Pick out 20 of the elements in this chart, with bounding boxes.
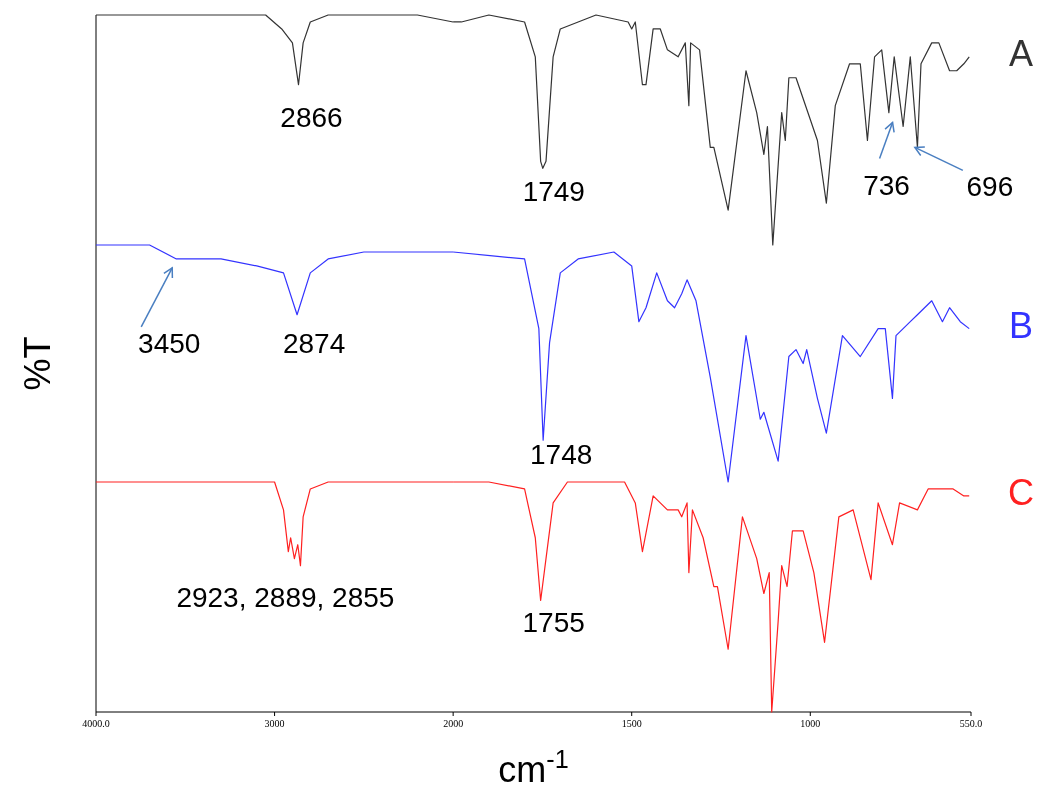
- y-axis-title: %T: [17, 336, 58, 391]
- x-tick-label: 3000: [264, 718, 285, 729]
- annotation: 3450: [138, 328, 201, 360]
- annotation: 2923, 2889, 2855: [176, 582, 395, 614]
- annotation: 1748: [529, 438, 593, 470]
- x-tick-label: 1000: [800, 718, 821, 729]
- x-axis-title: cm$^{-1}$: [498, 745, 569, 790]
- series-label: B: [1008, 305, 1034, 347]
- x-tick-label: 550.0: [959, 718, 983, 729]
- annotation: 1755: [522, 606, 585, 638]
- series-label: A: [1008, 33, 1034, 75]
- x-tick-label: 4000.0: [82, 718, 110, 729]
- annotation: 736: [863, 169, 910, 201]
- x-tick-label: 1500: [621, 718, 642, 729]
- x-tick-label: 2000: [443, 718, 464, 729]
- series-label: C: [1008, 472, 1034, 514]
- annotation: 1749: [522, 175, 585, 207]
- annotation: 2866: [280, 102, 343, 134]
- annotation: 696: [966, 170, 1014, 202]
- annotation: 2874: [282, 328, 346, 360]
